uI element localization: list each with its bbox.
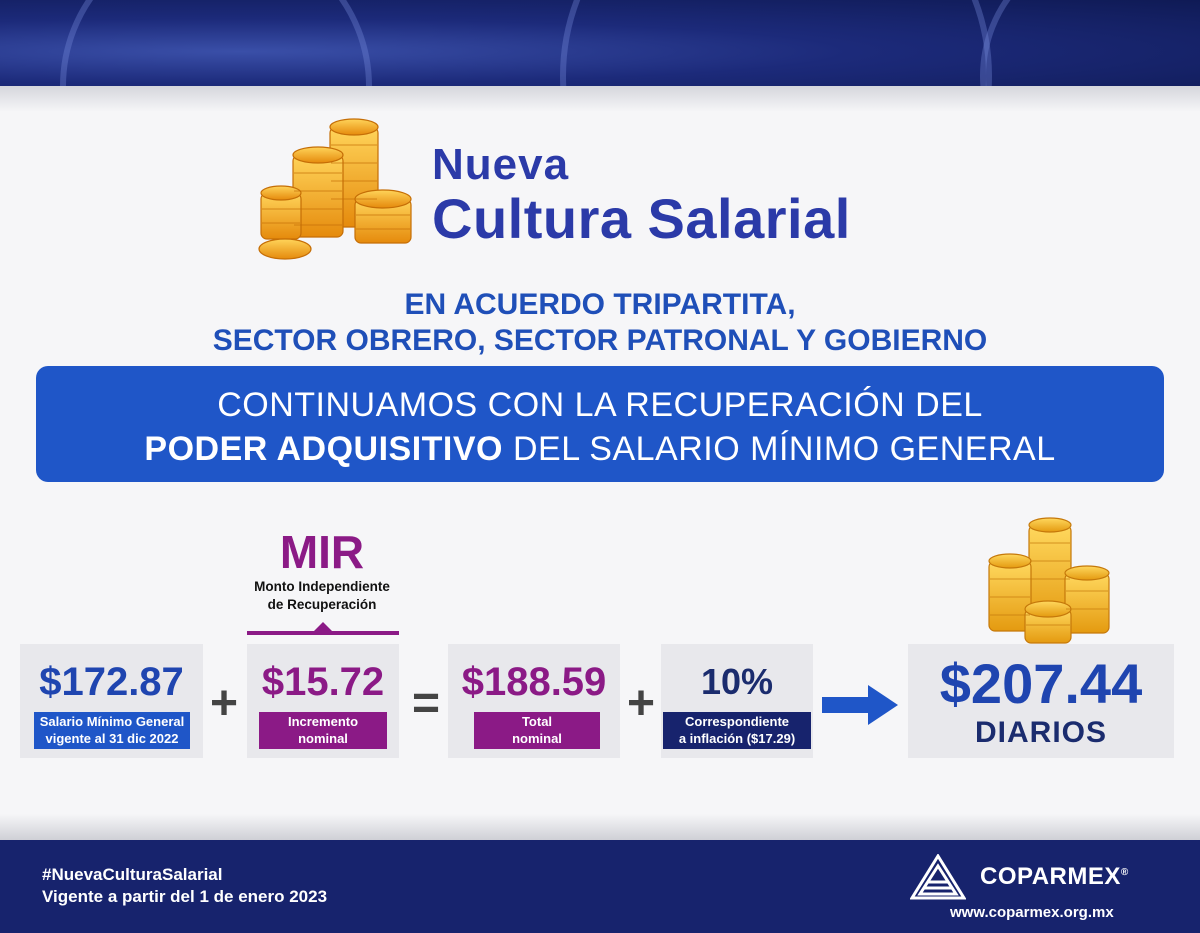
bottom-shadow [0,814,1200,840]
statement-line-2: PODER ADQUISITIVO DEL SALARIO MÍNIMO GEN… [36,430,1164,469]
mir-label: MIR Monto Independiente de Recuperación [232,528,412,614]
footer-hashtag: #NuevaCulturaSalarial [42,865,223,884]
gold-coin-stacks-icon [258,118,412,260]
increment-card: $15.72 Incremento nominal [247,644,399,758]
gold-coin-stacks-icon [988,517,1110,644]
increment-label-2: nominal [298,731,348,746]
inflation-label: Correspondiente a inflación ($17.29) [663,712,811,749]
page-title: Nueva Cultura Salarial [432,140,851,248]
footer-brand: COPARMEX® [980,863,1129,891]
total-nominal-label-1: Total [521,714,553,729]
statement-rest: DEL SALARIO MÍNIMO GENERAL [503,430,1056,468]
title-line-2: Cultura Salarial [432,187,851,250]
plus-operator: + [210,677,239,730]
registered-mark: ® [1120,867,1129,878]
title-line-1: Nueva [432,140,570,189]
footer: #NuevaCulturaSalarial Vigente a partir d… [0,840,1200,933]
mir-acronym: MIR [279,526,365,578]
coin-relief-decoration [60,0,372,86]
footer-url[interactable]: www.coparmex.org.mx [950,904,1114,921]
base-salary-label-2: vigente al 31 dic 2022 [45,731,179,746]
plus-operator: + [627,677,656,730]
increment-label-1: Incremento [287,714,359,729]
mir-description-1: Monto Independiente [254,579,390,594]
total-nominal-label: Total nominal [474,712,600,749]
mir-description-2: de Recuperación [267,597,377,612]
inflation-label-2: a inflación ($17.29) [678,731,796,746]
top-banner [0,0,1200,86]
inflation-label-1: Correspondiente [684,714,789,729]
coparmex-logo-icon [910,854,966,900]
footer-valid-from: Vigente a partir del 1 de enero 2023 [42,887,328,906]
statement-banner: CONTINUAMOS CON LA RECUPERACIÓN DEL PODE… [36,366,1164,482]
total-nominal-card: $188.59 Total nominal [448,644,620,758]
right-arrow-icon [822,685,898,725]
statement-line-1: CONTINUAMOS CON LA RECUPERACIÓN DEL [217,386,983,424]
increment-amount: $15.72 [261,660,385,704]
statement-bold: PODER ADQUISITIVO [144,430,504,468]
mir-bracket-notch [313,622,333,632]
total-nominal-amount: $188.59 [461,660,607,704]
agreement-line-2: SECTOR OBRERO, SECTOR PATRONAL Y GOBIERN… [212,324,988,357]
base-salary-amount: $172.87 [39,660,184,704]
footer-brand-name: COPARMEX [980,863,1121,890]
base-salary-label: Salario Mínimo General vigente al 31 dic… [34,712,190,749]
inflation-percent: 10% [700,661,774,702]
daily-salary-amount: $207.44 [939,652,1143,715]
coin-relief-decoration [560,0,992,86]
total-nominal-label-2: nominal [512,731,562,746]
coin-relief-decoration [980,0,1200,86]
daily-salary-result-card: $207.44 DIARIOS [908,644,1174,758]
base-salary-label-1: Salario Mínimo General [39,714,185,729]
inflation-card: 10% Correspondiente a inflación ($17.29) [661,644,813,758]
mir-bracket [247,631,399,635]
increment-label: Incremento nominal [259,712,387,749]
top-shadow [0,86,1200,112]
base-salary-card: $172.87 Salario Mínimo General vigente a… [20,644,203,758]
equals-operator: = [412,677,441,730]
daily-salary-unit: DIARIOS [974,716,1107,749]
agreement-line-1: EN ACUERDO TRIPARTITA, [404,288,796,321]
